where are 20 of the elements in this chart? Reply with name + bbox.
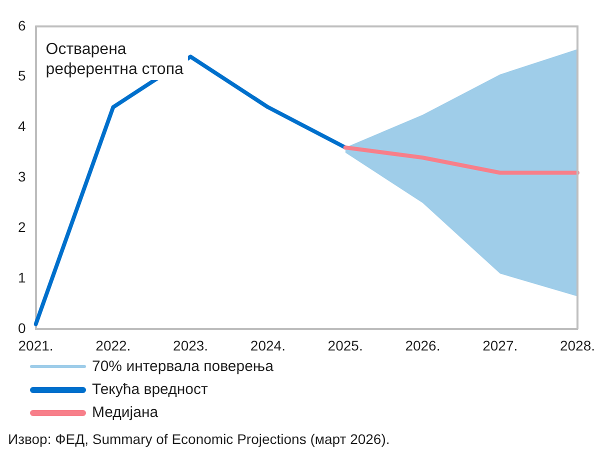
text: Извор: ФЕД, Summary of Economic Projections (март 2026).: [8, 431, 391, 447]
x-tick-label: 2028.: [560, 337, 596, 354]
x-tick-label: 2025.: [328, 337, 363, 354]
y-tick-label: 5: [18, 68, 26, 84]
y-tick-label: 2: [18, 219, 26, 236]
y-tick-label: 4: [18, 118, 26, 134]
x-tick-label: 2021.: [18, 337, 54, 354]
y-tick-label: 0: [18, 320, 26, 336]
y-tick-label: 6: [18, 17, 26, 34]
y-tick-label: 1: [18, 270, 26, 286]
x-tick-label: 2024.: [250, 337, 286, 354]
x-tick-label: 2023.: [173, 337, 208, 354]
annotation: Остварена референтна стопа: [44, 40, 188, 80]
legend-label: Медијана: [92, 404, 158, 421]
y-tick-label: 3: [18, 168, 26, 185]
legend-label: 70% интервала поверења: [92, 358, 274, 375]
x-tick-label: 2022.: [96, 337, 131, 354]
x-tick-label: 2026.: [405, 337, 440, 354]
x-tick-label: 2027.: [482, 337, 518, 354]
legend-label: Текућа вредност: [92, 381, 208, 398]
